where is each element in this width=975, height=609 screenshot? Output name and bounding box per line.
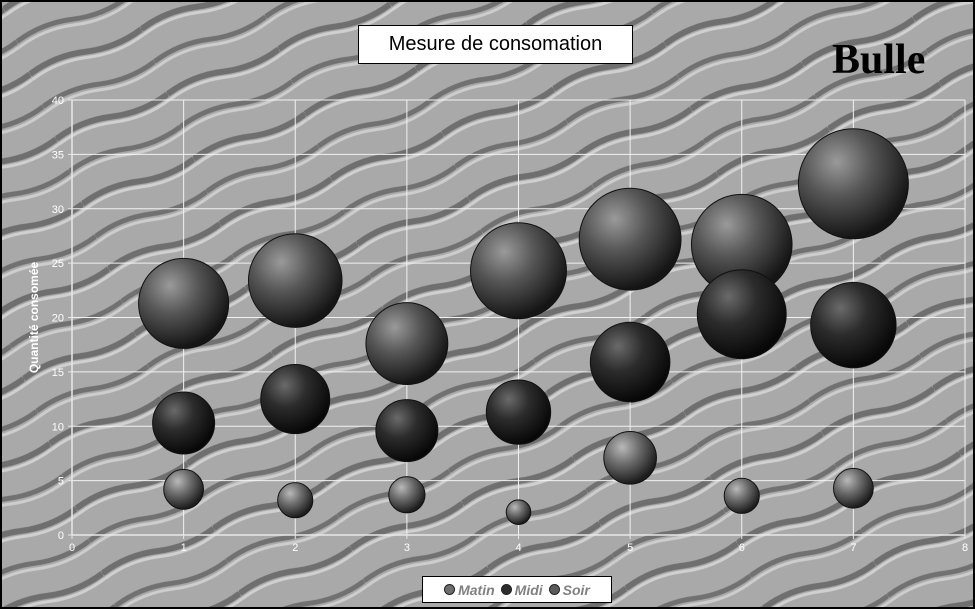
y-tick-label: 15 — [52, 367, 64, 379]
legend-item-matin: Matin — [444, 582, 495, 598]
legend-swatch-midi — [500, 584, 512, 595]
x-tick-label: 4 — [515, 542, 521, 554]
y-tick-label: 35 — [52, 149, 64, 161]
legend-swatch-soir — [548, 584, 560, 595]
bubble-matin — [388, 476, 426, 514]
legend: Matin Midi Soir — [422, 576, 612, 603]
y-tick-label: 10 — [52, 421, 64, 433]
x-tick-label: 3 — [404, 542, 410, 554]
x-tick-label: 7 — [850, 542, 856, 554]
y-tick-label: 0 — [58, 530, 64, 542]
bubble-matin — [603, 430, 657, 485]
bubble-midi — [696, 269, 787, 360]
y-tick-label: 30 — [52, 204, 64, 216]
bubble-midi — [589, 321, 671, 403]
bubble-matin — [277, 482, 314, 519]
y-tick-label: 20 — [52, 313, 64, 325]
bubble-soir — [365, 302, 449, 386]
y-tick-label: 25 — [52, 258, 64, 270]
legend-swatch-matin — [444, 584, 456, 595]
x-tick-label: 1 — [181, 542, 187, 554]
y-axis-label: Quantité consomée — [27, 261, 41, 373]
bubble-midi — [152, 391, 216, 455]
bubble-soir — [247, 233, 343, 328]
x-tick-label: 6 — [739, 542, 745, 554]
bubble-midi — [375, 399, 439, 463]
chart-type-label: Bulle — [832, 37, 926, 83]
x-tick-label: 5 — [627, 542, 633, 554]
x-tick-label: 8 — [962, 542, 968, 554]
bubble-matin — [832, 467, 874, 509]
legend-label-midi: Midi — [514, 581, 543, 598]
legend-label-soir: Soir — [562, 581, 590, 598]
bubble-midi — [260, 364, 331, 435]
bubble-soir — [470, 222, 567, 320]
legend-item-midi: Midi — [500, 581, 543, 598]
bubble-midi — [485, 379, 552, 445]
bubble-soir — [138, 257, 230, 349]
legend-label-matin: Matin — [458, 581, 495, 598]
bubble-soir — [578, 187, 682, 291]
bubble-midi — [810, 281, 897, 369]
bubble-matin — [723, 477, 760, 514]
legend-item-soir: Soir — [548, 581, 590, 598]
x-tick-label: 0 — [69, 542, 75, 554]
bubble-matin — [505, 499, 532, 525]
chart-title: Mesure de consomation — [358, 25, 633, 64]
y-tick-label: 5 — [58, 476, 64, 488]
y-tick-label: 40 — [52, 95, 64, 107]
bubble-matin — [163, 468, 205, 510]
bubble-soir — [797, 128, 909, 240]
x-tick-label: 2 — [292, 542, 298, 554]
